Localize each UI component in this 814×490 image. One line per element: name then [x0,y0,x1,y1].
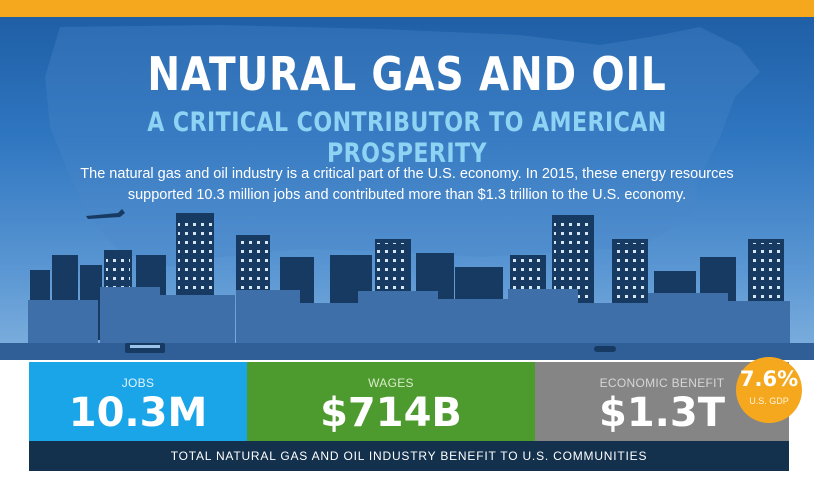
wages-stat-card: WAGES $714B [247,362,535,441]
page-title: NATURAL GAS AND OIL [147,47,667,101]
page-subtitle: A CRITICAL CONTRIBUTOR TO AMERICAN PROSP… [147,107,667,169]
economic-benefit-value: $1.3T [599,390,725,436]
intro-paragraph: The natural gas and oil industry is a cr… [80,166,734,203]
total-benefit-caption: TOTAL NATURAL GAS AND OIL INDUSTRY BENEF… [29,441,789,471]
economic-benefit-label: ECONOMIC BENEFIT [599,376,725,390]
sky-background: NATURAL GAS AND OIL A CRITICAL CONTRIBUT… [0,17,814,357]
us-map-silhouette [45,25,760,267]
bus-icon [125,343,165,353]
city-skyline-illustration [0,209,814,360]
jobs-label: JOBS [121,376,155,390]
airplane-icon [86,209,125,219]
wages-label: WAGES [368,376,414,390]
gdp-value: 7.6% [739,367,799,391]
stats-row: JOBS 10.3M WAGES $714B ECONOMIC BENEFIT … [29,362,789,441]
jobs-value: 10.3M [68,390,208,436]
car-icon [594,346,616,352]
gdp-label: U.S. GDP [749,396,789,406]
jobs-stat-card: JOBS 10.3M [29,362,247,441]
street [0,343,814,360]
top-accent-bar [0,0,814,17]
wages-value: $714B [320,390,462,436]
gdp-badge: 7.6% U.S. GDP [736,357,802,423]
